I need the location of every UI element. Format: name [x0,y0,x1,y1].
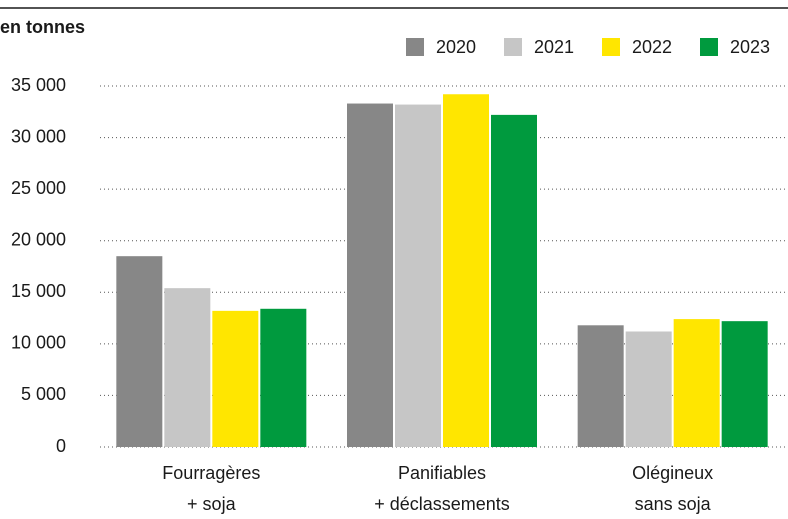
y-tick-label: 15 000 [11,281,66,301]
y-tick-label: 10 000 [11,333,66,353]
x-tick-label: Panifiables [398,463,486,483]
bar [673,319,720,447]
legend-label: 2022 [632,37,672,57]
bar [491,114,537,447]
x-tick-label: Olégineux [632,463,713,483]
bar [577,325,624,447]
legend-swatch [602,38,620,56]
y-tick-label: 35 000 [11,75,66,95]
y-tick-label: 0 [56,436,66,456]
bar [116,256,163,447]
y-tick-label: 20 000 [11,229,66,249]
y-tick-label: 30 000 [11,126,66,146]
x-tick-label: sans soja [635,494,712,514]
bar [212,310,259,447]
bar [347,103,393,447]
y-tick-label: 25 000 [11,178,66,198]
x-tick-label: + déclassements [374,494,510,514]
legend-swatch [700,38,718,56]
x-tick-label: + soja [187,494,237,514]
x-tick-label: Fourragères [162,463,260,483]
y-tick-label: 5 000 [21,384,66,404]
bar [260,308,307,447]
bar [164,288,211,447]
bar [395,104,441,448]
legend-label: 2021 [534,37,574,57]
legend-label: 2023 [730,37,770,57]
bar [721,321,768,447]
chart-subtitle: en tonnes [0,17,85,37]
legend-swatch [406,38,424,56]
bar [625,331,672,447]
legend-swatch [504,38,522,56]
legend-label: 2020 [436,37,476,57]
bar [443,94,489,447]
